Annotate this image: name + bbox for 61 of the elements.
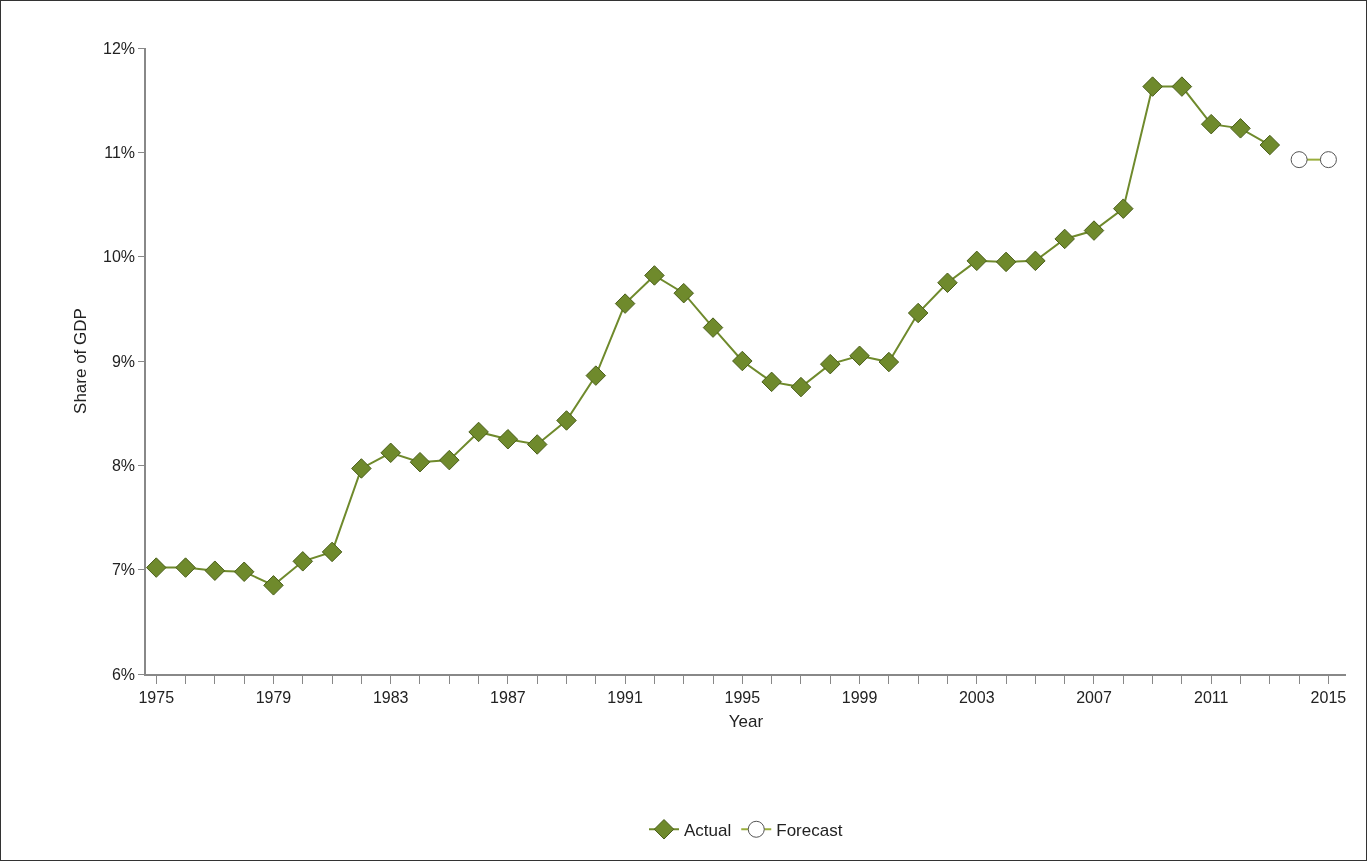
point [585,365,607,386]
point [937,272,958,293]
x-tick-label: 1991 [607,688,644,706]
point [644,265,665,286]
point [439,449,460,471]
point [1054,228,1075,250]
point [497,429,519,450]
point [966,250,988,272]
x-axis-title: Year [728,711,764,731]
point [526,434,548,455]
point [175,557,196,578]
point [1200,113,1222,135]
point [409,451,431,473]
point [556,410,577,431]
x-tick-label: 2007 [1076,688,1112,706]
point [1025,250,1046,272]
point [995,251,1017,273]
x-tick-label: 2011 [1194,688,1229,706]
point [702,317,724,338]
y-tick-label: 12% [103,39,136,57]
x-tick-label: 1999 [841,688,878,706]
point [1142,76,1163,97]
point [1113,198,1134,219]
point [263,575,284,596]
point [1230,118,1251,139]
point [204,560,226,581]
point [878,351,900,373]
point [761,371,782,393]
point [614,293,636,314]
point [233,561,255,582]
y-tick-label: 10% [103,248,136,266]
x-tick-label: 1975 [138,688,175,706]
point [732,350,753,372]
x-tick-label: 2003 [958,688,995,706]
y-tick-label: 8% [111,456,136,474]
point [1171,76,1193,97]
point [321,541,343,563]
point [468,421,489,443]
point [351,458,372,479]
point [1083,220,1105,241]
point [673,282,694,304]
point [146,557,167,578]
point [907,302,929,324]
point [790,376,812,398]
y-tick-label: 9% [111,352,136,370]
point [292,551,314,572]
x-tick-label: 1979 [255,688,292,706]
legend-label: Forecast [776,820,843,840]
point [820,353,841,375]
y-tick-label: 6% [111,665,136,683]
point [380,442,401,464]
point [849,345,870,367]
x-tick-label: 1987 [490,688,526,706]
x-tick-label: 2015 [1310,688,1347,706]
x-tick-label: 1995 [724,688,761,706]
y-tick-label: 11% [104,143,136,161]
y-tick-label: 7% [111,561,136,579]
legend-label: Actual [684,820,732,840]
y-axis-title: Share of GDP [71,308,91,414]
point [1259,134,1281,156]
x-tick-label: 1983 [372,688,409,706]
